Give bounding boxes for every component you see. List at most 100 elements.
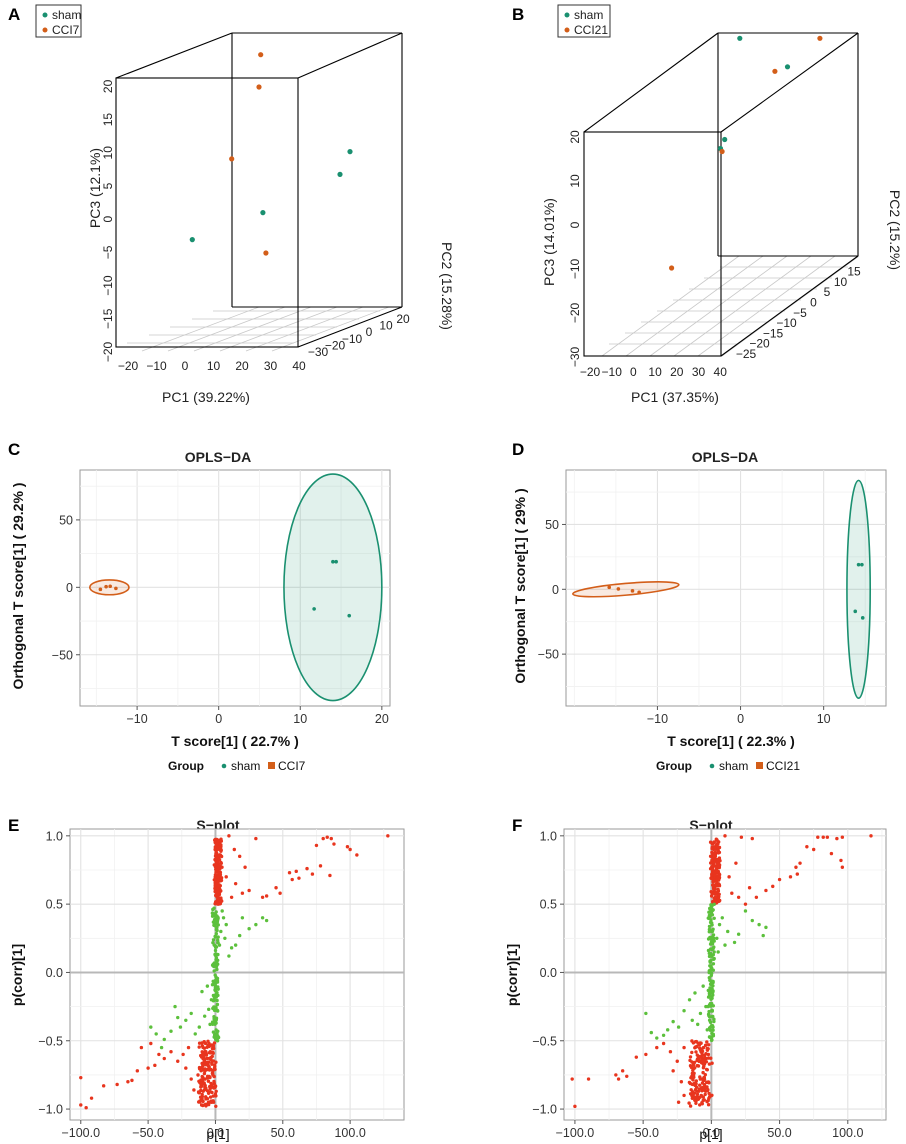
- y-tick-labels: −50 0 50: [52, 513, 80, 662]
- data-point-red: [314, 843, 319, 848]
- data-point-red: [671, 1069, 675, 1073]
- data-point-green: [706, 995, 711, 999]
- data-point-red: [675, 1059, 679, 1063]
- data-point-green: [247, 927, 251, 931]
- panel-label-f: F: [512, 816, 522, 835]
- y-tick-label: 1.0: [540, 829, 557, 843]
- data-point-sham: [737, 35, 743, 41]
- data-point-sham: [312, 607, 316, 611]
- data-point-red: [205, 1056, 209, 1061]
- data-point-green: [217, 943, 222, 947]
- data-point-red: [209, 1051, 213, 1055]
- data-point-red: [570, 1077, 574, 1081]
- data-point-red: [345, 845, 350, 849]
- floor-grid: [127, 306, 390, 352]
- data-point-red: [212, 863, 216, 867]
- data-point-red: [712, 883, 717, 887]
- legend-label-cci: CCI21: [766, 759, 800, 773]
- y-tick-label: 50: [545, 518, 559, 532]
- data-point-green: [214, 1018, 218, 1022]
- grid: [80, 470, 390, 706]
- data-point-green: [212, 969, 216, 973]
- legend-label-sham: sham: [231, 759, 260, 773]
- legend-marker-sham: [709, 763, 715, 769]
- legend-marker-cci: [756, 762, 763, 769]
- y-tick-labels: −30 −20 −10 0 10 20: [568, 130, 582, 367]
- data-point-red: [771, 884, 775, 889]
- data-point-cci: [98, 587, 103, 592]
- data-point-red: [209, 1055, 213, 1060]
- y-tick-label: −1.0: [38, 1103, 63, 1117]
- data-point-green: [215, 1008, 220, 1013]
- data-point-green: [212, 980, 216, 984]
- data-point-red: [690, 1050, 694, 1055]
- data-point-green: [207, 1007, 211, 1012]
- data-point-red: [586, 1077, 591, 1081]
- data-point-red: [215, 847, 220, 852]
- data-point-green: [215, 1033, 219, 1038]
- x-tick-labels: −10 0 10 20: [126, 706, 389, 726]
- x-axis-label: PC1 (39.22%): [162, 389, 250, 405]
- data-point-red: [644, 1052, 648, 1057]
- data-point-green: [214, 1021, 218, 1025]
- data-point-green: [215, 925, 219, 930]
- data-point-sham: [860, 562, 864, 567]
- data-point-red: [717, 884, 722, 888]
- data-point-green: [709, 947, 713, 951]
- data-point-green: [184, 1018, 188, 1022]
- data-point-green: [707, 1009, 711, 1014]
- data-point-sham: [331, 559, 335, 564]
- data-point-red: [705, 1080, 709, 1085]
- data-point-red: [201, 1099, 205, 1104]
- data-point-green: [701, 984, 705, 988]
- data-point-red: [186, 1045, 191, 1050]
- data-point-green: [711, 993, 715, 997]
- data-point-red: [676, 1100, 681, 1104]
- data-point-red: [218, 842, 222, 846]
- data-points: [98, 559, 352, 618]
- data-point-green: [254, 922, 258, 927]
- data-point-red: [212, 1086, 216, 1090]
- data-point-green: [709, 903, 713, 907]
- data-point-green: [661, 1033, 666, 1037]
- data-point-sham: [722, 136, 728, 143]
- x-tick-label: −20: [118, 359, 139, 373]
- data-point-red: [192, 1088, 196, 1092]
- data-point-red: [805, 845, 809, 849]
- data-point-red: [214, 850, 218, 854]
- data-point-red: [79, 1103, 83, 1107]
- data-point-red: [736, 895, 741, 900]
- data-point-green: [193, 1032, 197, 1036]
- data-point-red: [210, 1062, 214, 1066]
- data-point-green: [671, 1019, 675, 1024]
- data-point-red: [691, 1041, 696, 1045]
- data-point-red: [705, 1099, 709, 1104]
- data-point-red: [218, 846, 223, 850]
- data-point-red: [707, 1043, 711, 1047]
- x-tick-label: 50.0: [271, 1126, 295, 1140]
- data-point-green: [221, 916, 226, 920]
- x-tick-label: 10: [207, 359, 221, 373]
- data-point-sham: [860, 616, 865, 620]
- data-point-red: [200, 1061, 204, 1066]
- data-point-red: [710, 876, 714, 881]
- x-tick-label: −10: [647, 712, 668, 726]
- data-point-red: [690, 1060, 694, 1064]
- y-tick-label: 20: [101, 79, 115, 93]
- data-point-green: [682, 1009, 686, 1013]
- x-tick-label: 40: [292, 359, 306, 373]
- data-point-green: [209, 998, 214, 1002]
- pca-3d-chart-a: sham CCI7 −20 −10 0 10 20 30 40 −20−15−10−5051…: [35, 4, 455, 405]
- data-point-green: [708, 978, 712, 982]
- y-tick-label: 0: [66, 581, 73, 595]
- data-point-green: [215, 976, 220, 981]
- data-point-red: [750, 836, 754, 841]
- y-tick-label: −20: [568, 302, 582, 323]
- data-point-red: [204, 1104, 208, 1108]
- x-axis-label: T score[1] ( 22.3% ): [667, 733, 795, 749]
- data-point-green: [219, 929, 223, 934]
- data-point-green: [711, 908, 715, 912]
- data-point-red: [197, 1091, 201, 1095]
- data-point-red: [219, 879, 223, 883]
- x-tick-labels: −20 −10 0 10 20 30 40: [580, 365, 727, 379]
